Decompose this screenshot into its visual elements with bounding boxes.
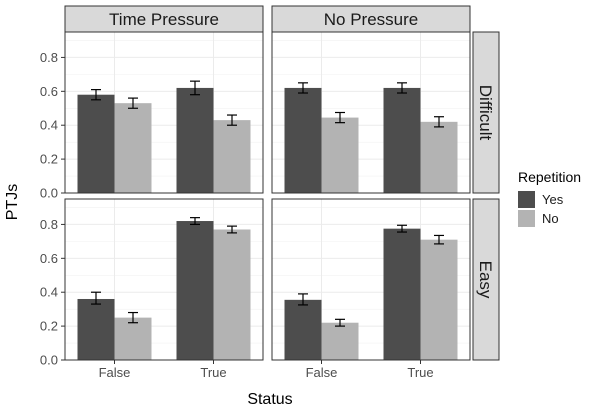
y-tick-label: 0.6 — [40, 251, 58, 266]
legend-entry: Yes — [518, 191, 564, 208]
bar — [176, 221, 214, 360]
error-bar — [397, 224, 407, 233]
legend-title: Repetition — [518, 169, 581, 185]
error-bar — [91, 89, 101, 101]
error-bar — [128, 97, 138, 109]
error-bar — [190, 80, 200, 96]
panel-border — [64, 198, 264, 361]
facet-row-strip: Easy — [472, 198, 500, 361]
facet-panel — [271, 31, 471, 194]
bar — [383, 87, 421, 193]
bar — [176, 87, 214, 193]
legend-swatch — [518, 210, 535, 227]
facet-column-strip: No Pressure — [271, 5, 471, 33]
y-tick-label: 0.8 — [40, 217, 58, 232]
error-bar — [298, 82, 308, 94]
bar — [114, 317, 152, 360]
legend-entry: No — [518, 210, 559, 227]
y-tick-label: 0.0 — [40, 353, 58, 368]
bar — [77, 298, 115, 360]
bar — [77, 94, 115, 193]
facet-panel — [64, 198, 264, 361]
panel-border — [271, 198, 471, 361]
bar — [213, 229, 251, 360]
legend-label: Yes — [542, 192, 564, 207]
x-tick-label: False — [306, 365, 338, 380]
y-tick-label: 0.8 — [40, 50, 58, 65]
bar — [321, 322, 359, 360]
error-bar — [91, 291, 101, 305]
y-tick-label: 0.6 — [40, 84, 58, 99]
error-bar — [434, 234, 444, 245]
x-tick-label: False — [99, 365, 131, 380]
bar — [284, 87, 322, 193]
error-bar — [397, 82, 407, 94]
y-axis-title: PTJs — [4, 184, 21, 220]
error-bar — [128, 311, 138, 324]
bar — [321, 117, 359, 193]
legend: Repetition Yes No — [518, 169, 581, 227]
y-tick-label: 0.2 — [40, 152, 58, 167]
facet-column-label: Time Pressure — [109, 10, 219, 29]
facet-row-label: Difficult — [476, 85, 495, 141]
error-bar — [335, 111, 345, 124]
bar — [420, 239, 458, 360]
strips-layer: Time Pressure No Pressure Difficult Easy — [64, 5, 500, 361]
facet-column-label: No Pressure — [324, 10, 418, 29]
strip-background — [472, 31, 500, 194]
legend-label: No — [542, 211, 559, 226]
panels-layer — [64, 31, 471, 361]
y-tick-label: 0.4 — [40, 118, 58, 133]
bar — [284, 299, 322, 360]
bar — [114, 103, 152, 193]
strip-background — [271, 5, 471, 33]
strip-background — [64, 5, 264, 33]
error-bar — [227, 225, 237, 234]
strip-background — [472, 198, 500, 361]
y-tick-label: 0.4 — [40, 285, 58, 300]
bar — [383, 228, 421, 360]
facet-row-strip: Difficult — [472, 31, 500, 194]
x-tick-label: True — [407, 365, 433, 380]
facet-column-strip: Time Pressure — [64, 5, 264, 33]
error-bar — [335, 318, 345, 327]
y-tick-label: 0.0 — [40, 186, 58, 201]
error-bar — [227, 114, 237, 126]
x-tick-label: True — [200, 365, 226, 380]
bar — [420, 121, 458, 193]
x-axis-title: Status — [247, 391, 292, 408]
facet-panel — [64, 31, 264, 194]
axes-layer: 0.0 0.2 0.4 0.6 0.8 0.0 0.2 0.4 0.6 0.8 False True F… — [40, 50, 434, 380]
legend-swatch — [518, 191, 535, 208]
facet-row-label: Easy — [476, 261, 495, 299]
facet-panel — [271, 198, 471, 361]
error-bar — [434, 116, 444, 128]
error-bar — [190, 217, 200, 226]
y-tick-label: 0.2 — [40, 319, 58, 334]
bar — [213, 120, 251, 193]
error-bar — [298, 293, 308, 306]
